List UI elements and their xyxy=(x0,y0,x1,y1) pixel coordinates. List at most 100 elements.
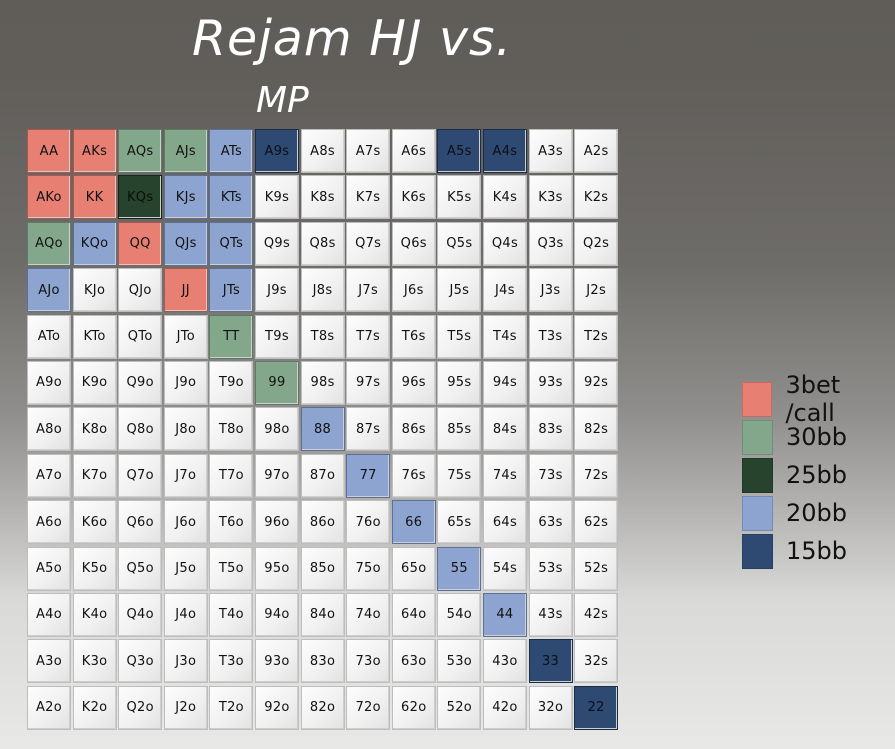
hand-cell: ATo xyxy=(27,314,71,359)
hand-cell: T2o xyxy=(209,685,254,730)
hand-cell: 87s xyxy=(346,407,391,452)
hand-cell: J8s xyxy=(300,268,345,313)
hand-cell: 95o xyxy=(254,546,299,591)
hand-cell: A7s xyxy=(346,129,391,173)
hand-cell: K3s xyxy=(528,175,573,220)
legend-item: 20bb xyxy=(742,494,895,532)
hand-cell: A5o xyxy=(27,546,71,591)
hand-cell: J7s xyxy=(346,268,391,313)
hand-cell: 87o xyxy=(300,453,345,498)
hand-cell: Q2o xyxy=(118,685,163,730)
hand-cell: 42o xyxy=(482,685,527,730)
hand-cell: A4o xyxy=(27,592,71,637)
legend-swatch xyxy=(742,457,773,493)
hand-cell: QTo xyxy=(118,314,163,359)
hand-cell: AKo xyxy=(27,175,71,220)
hand-cell: T9s xyxy=(254,314,299,359)
hand-cell: 84o xyxy=(300,592,345,637)
hand-cell: A5s xyxy=(437,129,482,173)
hand-cell: JJ xyxy=(163,268,208,313)
hand-cell: 64o xyxy=(391,592,436,637)
hand-cell: 32o xyxy=(528,685,573,730)
hand-cell: K6s xyxy=(391,175,436,220)
hand-cell: 93s xyxy=(528,360,573,405)
hand-cell: J9s xyxy=(254,268,299,313)
hand-cell: KQs xyxy=(118,175,163,220)
hand-cell: 98s xyxy=(300,360,345,405)
hand-cell: 44 xyxy=(482,592,527,637)
hand-cell: 62o xyxy=(391,685,436,730)
hand-cell: J6o xyxy=(163,500,208,545)
hand-cell: T3o xyxy=(209,639,254,684)
hand-cell: 97s xyxy=(346,360,391,405)
hand-cell: Q2s xyxy=(574,221,619,266)
legend-swatch xyxy=(742,495,773,531)
hand-cell: 99 xyxy=(254,360,299,405)
hand-cell: J9o xyxy=(163,360,208,405)
hand-cell: Q5s xyxy=(437,221,482,266)
hand-cell: T3s xyxy=(528,314,573,359)
hand-cell: KJo xyxy=(72,268,117,313)
hand-cell: 65o xyxy=(391,546,436,591)
hand-cell: J2s xyxy=(574,268,619,313)
hand-cell: K9s xyxy=(254,175,299,220)
hand-cell: AQs xyxy=(118,129,163,173)
hand-cell: 83s xyxy=(528,407,573,452)
hand-cell: 85s xyxy=(437,407,482,452)
hand-cell: Q7o xyxy=(118,453,163,498)
hand-cell: QTs xyxy=(209,221,254,266)
hand-cell: T8o xyxy=(209,407,254,452)
hand-cell: KK xyxy=(72,175,117,220)
hand-cell: J3o xyxy=(163,639,208,684)
hand-cell: 72s xyxy=(574,453,619,498)
hand-cell: 74s xyxy=(482,453,527,498)
hand-cell: K2o xyxy=(72,685,117,730)
hand-cell: KJs xyxy=(163,175,208,220)
hand-cell: 55 xyxy=(437,546,482,591)
hand-cell: 76s xyxy=(391,453,436,498)
hand-cell: AA xyxy=(27,129,71,173)
hand-cell: J3s xyxy=(528,268,573,313)
hand-cell: 86s xyxy=(391,407,436,452)
hand-cell: T9o xyxy=(209,360,254,405)
hand-cell: K5o xyxy=(72,546,117,591)
hand-cell: A2o xyxy=(27,685,71,730)
hand-cell: 93o xyxy=(254,639,299,684)
hand-cell: Q6o xyxy=(118,500,163,545)
hand-cell: J2o xyxy=(163,685,208,730)
hand-cell: KTo xyxy=(72,314,117,359)
hand-cell: JTo xyxy=(163,314,208,359)
hand-cell: QQ xyxy=(118,221,163,266)
hand-cell: TT xyxy=(209,314,254,359)
legend-item: 3bet /call xyxy=(742,371,895,427)
hand-cell: J4s xyxy=(482,268,527,313)
hand-cell: 92o xyxy=(254,685,299,730)
hand-cell: K8o xyxy=(72,407,117,452)
hand-cell: 52s xyxy=(574,546,619,591)
hand-cell: Q9o xyxy=(118,360,163,405)
hand-cell: Q8o xyxy=(118,407,163,452)
hand-cell: Q7s xyxy=(346,221,391,266)
hand-cell: T6s xyxy=(391,314,436,359)
hand-cell: 97o xyxy=(254,453,299,498)
hand-cell: K5s xyxy=(437,175,482,220)
hand-cell: J6s xyxy=(391,268,436,313)
hand-cell: 62s xyxy=(574,500,619,545)
hand-cell: 63s xyxy=(528,500,573,545)
hand-cell: A3o xyxy=(27,639,71,684)
hand-cell: T2s xyxy=(574,314,619,359)
hand-cell: 74o xyxy=(346,592,391,637)
hand-cell: AJo xyxy=(27,268,71,313)
hand-cell: A8o xyxy=(27,407,71,452)
hand-cell: 65s xyxy=(437,500,482,545)
hand-cell: 75s xyxy=(437,453,482,498)
hand-cell: QJo xyxy=(118,268,163,313)
hand-cell: J5s xyxy=(437,268,482,313)
hand-cell: QJs xyxy=(163,221,208,266)
hand-cell: 77 xyxy=(346,453,391,498)
hand-cell: J7o xyxy=(163,453,208,498)
hand-cell: 94o xyxy=(254,592,299,637)
hand-cell: 98o xyxy=(254,407,299,452)
page-subtitle: MP xyxy=(256,80,309,121)
hand-cell: K4s xyxy=(482,175,527,220)
